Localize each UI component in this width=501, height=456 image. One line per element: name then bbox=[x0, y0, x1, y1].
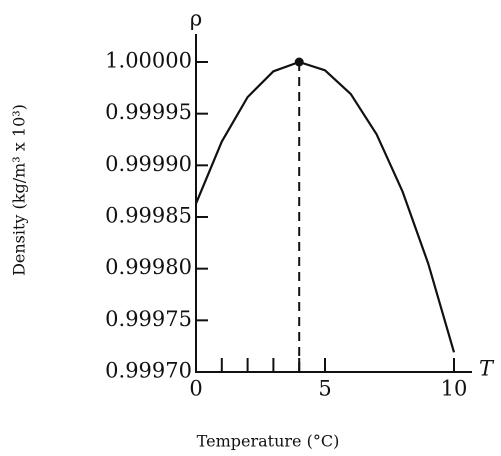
y-tick-label: 0.99985 bbox=[105, 204, 192, 228]
x-tick-label: 5 bbox=[318, 377, 331, 401]
y-tick-label: 1.00000 bbox=[105, 49, 192, 73]
y-tick-label: 0.99990 bbox=[105, 152, 192, 176]
y-tick-label: 0.99970 bbox=[105, 359, 192, 383]
x-axis-label: Temperature (°C) bbox=[197, 432, 340, 451]
peak-point bbox=[294, 57, 304, 67]
y-tick-label: 0.99975 bbox=[105, 307, 192, 331]
density-curve bbox=[194, 60, 456, 353]
y-tick-label: 0.99980 bbox=[105, 255, 192, 279]
y-axis-symbol: ρ bbox=[190, 7, 202, 31]
x-tick-label: 0 bbox=[189, 377, 202, 401]
y-tick-label: 0.99995 bbox=[105, 100, 192, 124]
x-tick-label: 10 bbox=[441, 377, 468, 401]
y-axis-label: Density (kg/m³ x 10³) bbox=[10, 104, 29, 276]
x-axis-symbol: T bbox=[479, 357, 495, 381]
